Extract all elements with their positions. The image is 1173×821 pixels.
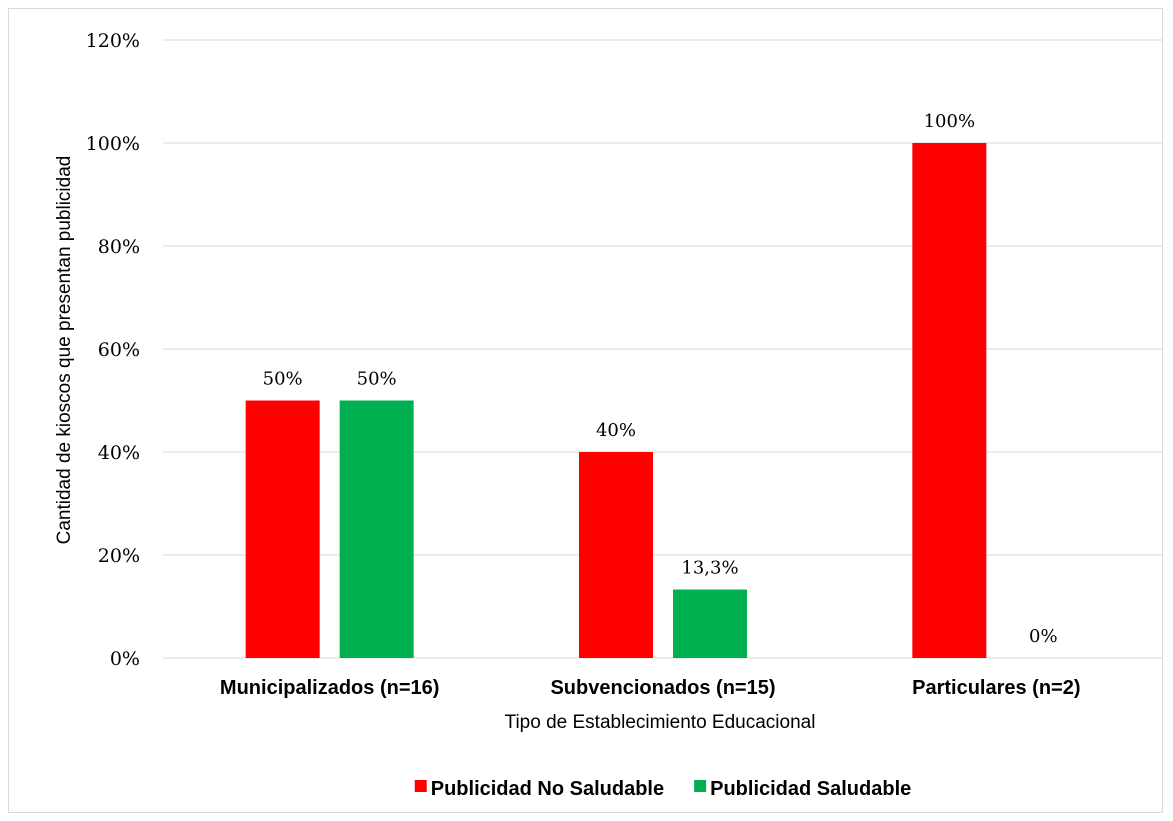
y-tick-label: 60% (98, 339, 140, 361)
legend: Publicidad No Saludable Publicidad Saluda… (414, 778, 911, 800)
data-label: 13,3% (681, 558, 738, 579)
x-category-label: Subvencionados (n=15) (550, 677, 775, 699)
y-tick-label: 20% (98, 545, 140, 567)
data-labels: 50% 50% 40% 13,3% 100% 0% (263, 111, 1058, 647)
bar (579, 452, 653, 658)
y-tick-label: 40% (98, 442, 140, 464)
x-axis-categories: Municipalizados (n=16) Subvencionados (n=… (220, 677, 1081, 699)
bars (245, 143, 987, 658)
y-tick-label: 0% (110, 648, 140, 670)
data-label: 40% (596, 420, 636, 441)
legend-item: Publicidad Saludable (694, 778, 911, 800)
data-label: 50% (263, 369, 303, 390)
legend-swatch (414, 780, 427, 792)
y-axis-title: Cantidad de kioscos que presentan public… (54, 156, 75, 545)
data-label: 0% (1029, 626, 1058, 647)
legend-item: Publicidad No Saludable (414, 778, 664, 800)
x-axis-title: Tipo de Establecimiento Educacional (505, 712, 816, 733)
bar (673, 589, 747, 658)
y-tick-label: 120% (86, 30, 140, 52)
legend-swatch (694, 780, 707, 792)
bar (245, 400, 320, 658)
bar (339, 400, 414, 658)
y-tick-label: 80% (98, 236, 140, 258)
legend-label: Publicidad No Saludable (431, 778, 664, 800)
x-category-label: Municipalizados (n=16) (220, 677, 439, 699)
gridlines (163, 39, 1163, 659)
x-category-label: Particulares (n=2) (912, 677, 1080, 699)
data-label: 50% (357, 369, 397, 390)
y-tick-label: 100% (86, 133, 140, 155)
bar (912, 143, 987, 658)
data-label: 100% (924, 111, 975, 132)
legend-label: Publicidad Saludable (710, 778, 911, 800)
y-axis-ticks: 0% 20% 40% 60% 80% 100% 120% (86, 30, 140, 670)
